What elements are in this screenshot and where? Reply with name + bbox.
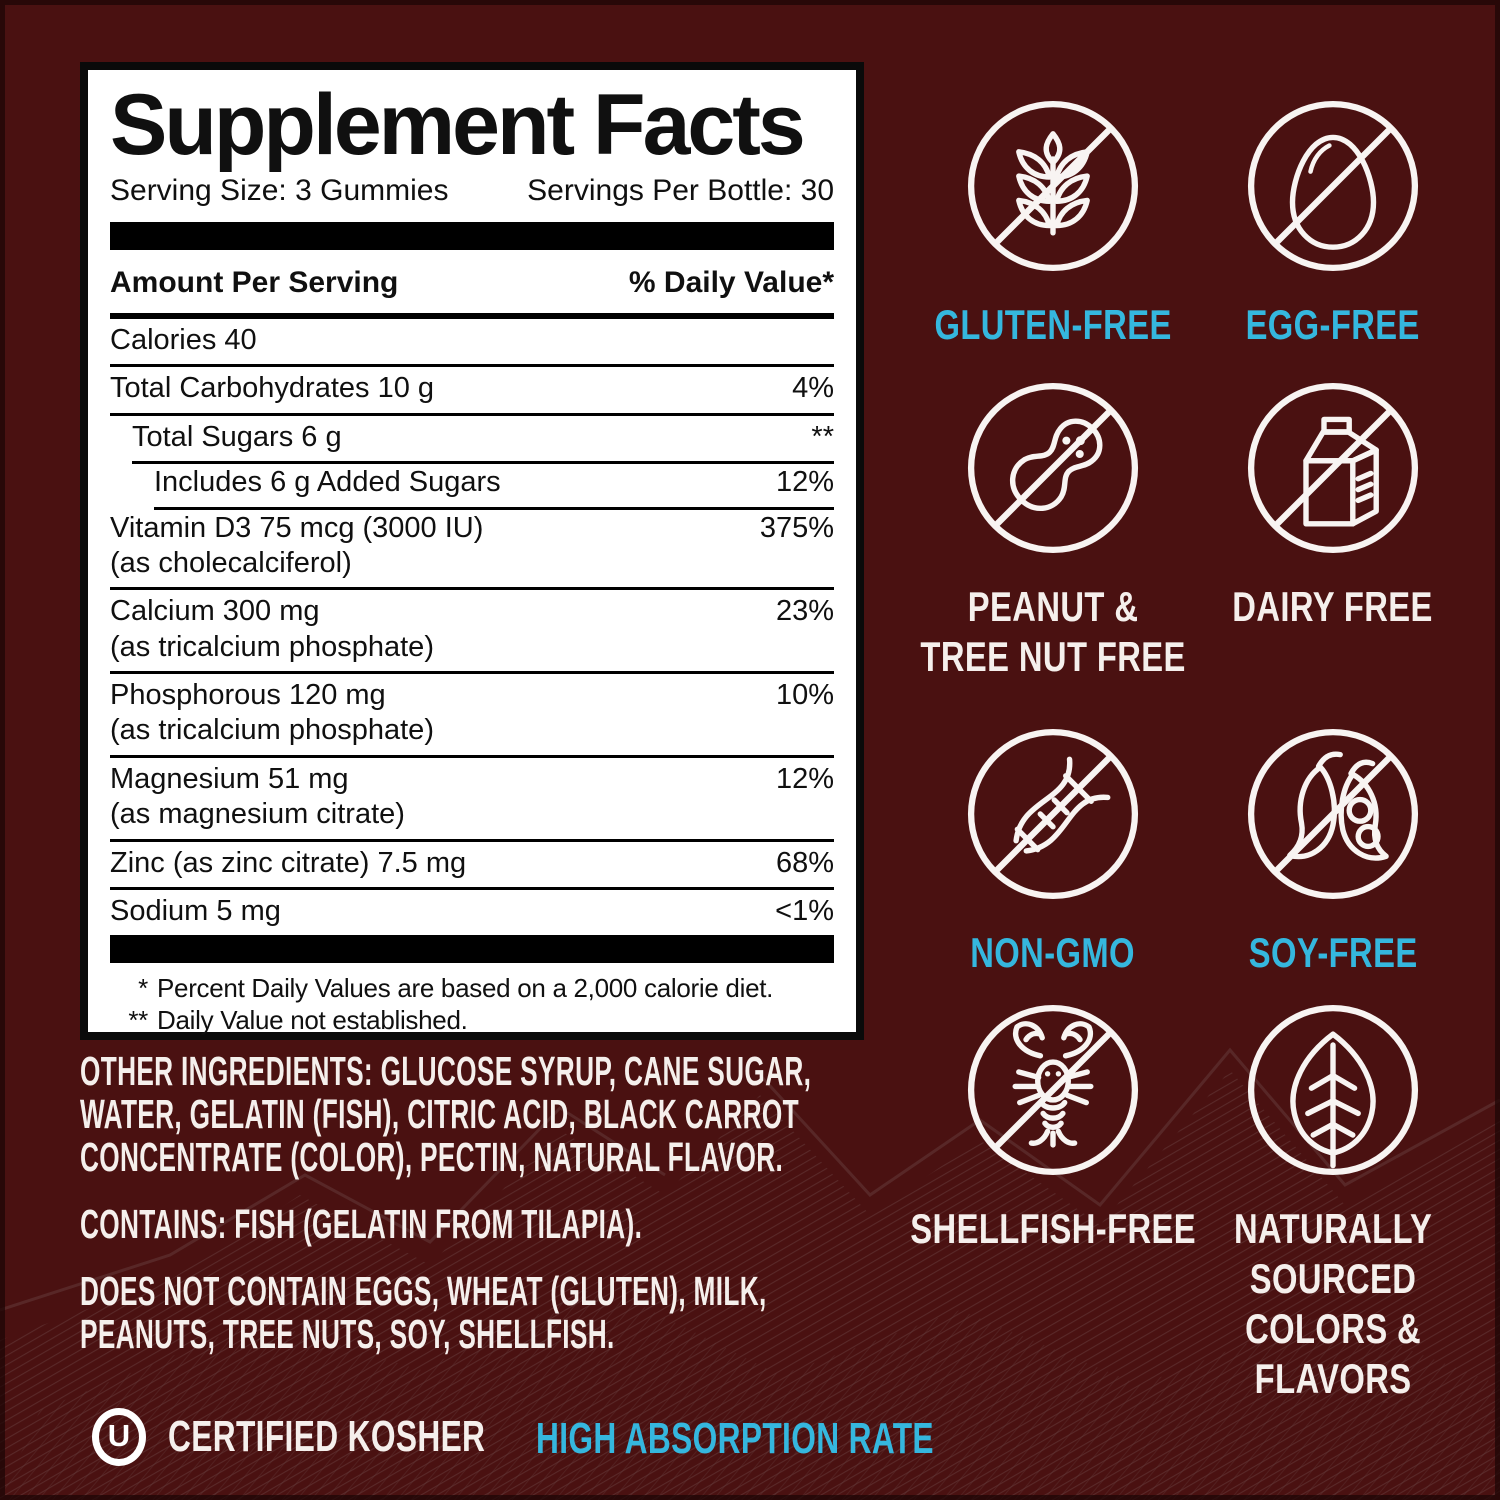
nutrient-row-calcium: Calcium 300 mg (as tricalcium phosphate)… [110, 587, 834, 671]
badge-row-4: SHELLFISH-FREE NATURALLY SOURCE [910, 1000, 1458, 1404]
footnote-dv-not-established: ** Daily Value not established. [128, 1004, 468, 1035]
badge-row-3: NON-GMO SOY-FREE [928, 724, 1458, 978]
header-rule [110, 313, 834, 319]
nutrient-row-vitamin-d3: Vitamin D3 75 mcg (3000 IU) (as cholecal… [110, 506, 834, 588]
panel-title: Supplement Facts [110, 77, 806, 173]
badge-shellfish-free: SHELLFISH-FREE [910, 1000, 1195, 1404]
badge-row-2: PEANUT & TREE NUT FREE DAIRY FREE [920, 378, 1458, 682]
nutrient-row-calories: Calories 40 [110, 324, 257, 356]
badge-label: GLUTEN-FREE [934, 301, 1172, 348]
badge-egg-free: EGG-FREE [1208, 96, 1458, 350]
nutrient-row-sodium: Sodium 5 mg <1% [110, 886, 834, 935]
wheat-icon [967, 100, 1139, 272]
badge-label: SHELLFISH-FREE [910, 1205, 1196, 1252]
ingredients-info: OTHER INGREDIENTS: GLUCOSE SYRUP, CANE S… [80, 1048, 864, 1380]
footnotes: * Percent Daily Values are based on a 2,… [110, 973, 834, 1036]
badge-label: EGG-FREE [1245, 301, 1421, 348]
table-header-row: Amount Per Serving % Daily Value* [110, 250, 834, 313]
leaf-icon [1247, 1004, 1419, 1176]
lobster-icon [967, 1004, 1139, 1176]
badge-label: PEANUT & TREE NUT FREE [920, 583, 1186, 680]
certified-kosher-label: CERTIFIED KOSHER [168, 1412, 486, 1461]
milk-carton-icon [1247, 382, 1419, 554]
nutrient-row-zinc: Zinc (as zinc citrate) 7.5 mg 68% [110, 838, 834, 887]
egg-icon [1247, 100, 1419, 272]
servings-per-bottle: Servings Per Bottle: 30 [527, 174, 834, 207]
mountain-sketch [0, 1047, 1500, 1500]
kosher-certification: U CERTIFIED KOSHER [92, 1408, 609, 1466]
nutrient-row-total-sugars: Total Sugars 6 g ** [110, 412, 834, 461]
badge-label: DAIRY FREE [1232, 583, 1434, 630]
badge-soy-free: SOY-FREE [1208, 724, 1458, 978]
serving-row: Serving Size: 3 Gummies Servings Per Bot… [110, 174, 834, 208]
kosher-ou-icon: U [92, 1408, 146, 1466]
nutrient-row-magnesium: Magnesium 51 mg (as magnesium citrate) 1… [110, 754, 834, 839]
badge-gluten-free: GLUTEN-FREE [928, 96, 1178, 350]
nutrient-row-phosphorous: Phosphorous 120 mg (as tricalcium phosph… [110, 671, 834, 755]
nutrient-row-added-sugars: Includes 6 g Added Sugars 12% [110, 461, 834, 506]
badge-dairy-free: DAIRY FREE [1208, 378, 1458, 682]
divider-bar-bottom [110, 935, 834, 964]
badge-label: NON-GMO [970, 929, 1136, 976]
does-not-contain-text: DOES NOT CONTAIN EGGS, WHEAT (GLUTEN), M… [80, 1268, 767, 1358]
badge-label: SOY-FREE [1248, 929, 1418, 976]
amount-per-serving-header: Amount Per Serving [110, 266, 399, 299]
badge-label: NATURALLY SOURCED COLORS & FLAVORS [1233, 1205, 1433, 1402]
serving-size: Serving Size: 3 Gummies [110, 174, 449, 207]
badge-naturally-sourced: NATURALLY SOURCED COLORS & FLAVORS [1208, 1000, 1458, 1404]
badge-peanut-tree-nut-free: PEANUT & TREE NUT FREE [920, 378, 1185, 682]
badge-row-1: GLUTEN-FREE EGG-FREE [928, 96, 1458, 350]
high-absorption-label: HIGH ABSORPTION RATE [536, 1414, 934, 1463]
dna-icon [967, 728, 1139, 900]
peanut-icon [967, 382, 1139, 554]
divider-bar-top [110, 222, 834, 250]
contains-text: CONTAINS: FISH (GELATIN FROM TILAPIA). [80, 1201, 643, 1248]
other-ingredients-text: OTHER INGREDIENTS: GLUCOSE SYRUP, CANE S… [80, 1048, 812, 1181]
badge-non-gmo: NON-GMO [928, 724, 1178, 978]
supplement-facts-panel: Supplement Facts Serving Size: 3 Gummies… [80, 62, 864, 1040]
daily-value-header: % Daily Value* [628, 266, 834, 299]
soy-pod-icon [1247, 728, 1419, 900]
footnote-daily-values: * Percent Daily Values are based on a 2,… [138, 973, 774, 1004]
nutrient-row-total-carbohydrates: Total Carbohydrates 10 g 4% [110, 364, 834, 412]
